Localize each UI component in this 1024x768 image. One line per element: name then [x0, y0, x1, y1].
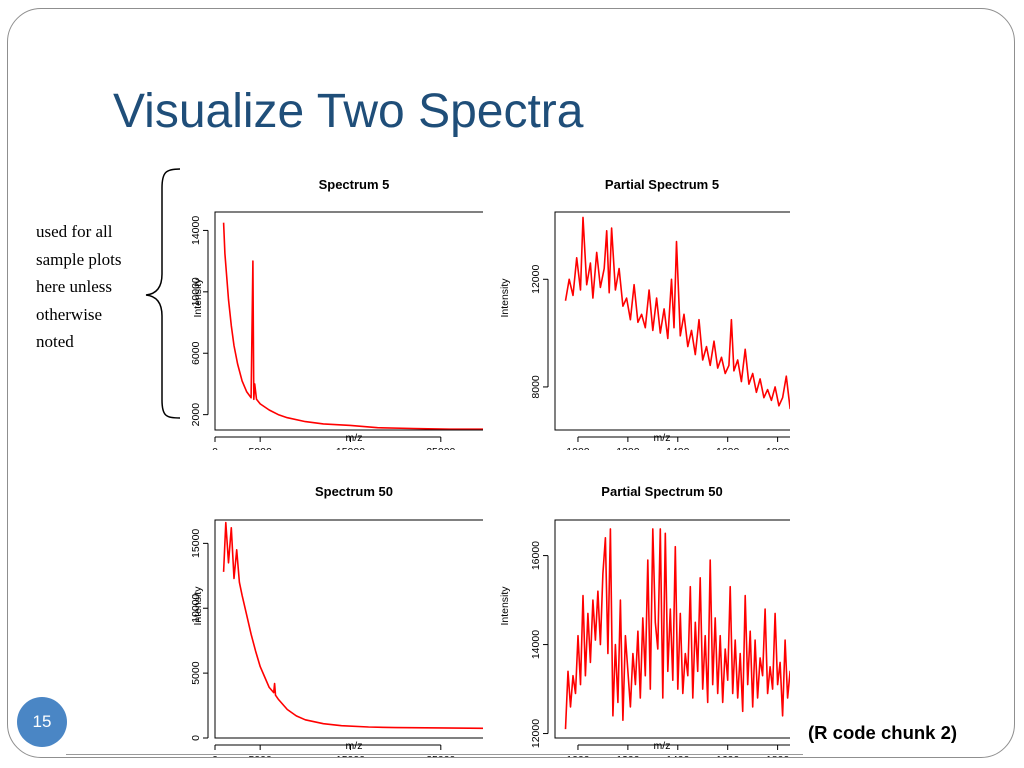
- x-tick-label: 1400: [666, 754, 690, 757]
- x-tick-label: 5000: [248, 446, 272, 450]
- plot-frame: [214, 519, 483, 739]
- chart-title: Partial Spectrum 50: [601, 484, 722, 499]
- x-tick-label: 15000: [336, 754, 365, 757]
- spectrum-line: [222, 521, 483, 730]
- y-axis-label: Intensity: [192, 278, 204, 318]
- x-tick-label: 1600: [716, 754, 740, 757]
- y-tick-label: 2000: [190, 403, 202, 427]
- note-line: sample plots: [36, 249, 122, 269]
- spectrum-line: [564, 528, 790, 730]
- chart-title: Spectrum 50: [315, 484, 393, 499]
- footer-divider: [66, 754, 803, 755]
- chart-title: Partial Spectrum 5: [605, 177, 719, 192]
- slide-number: 15: [32, 712, 52, 731]
- x-axis-label: m/z: [654, 740, 671, 752]
- partial-spectrum-50-chart: Partial Spectrum 50 m/z Intensity 1000 12…: [499, 484, 790, 757]
- y-tick-label: 16000: [530, 541, 542, 570]
- slide-title: Visualize Two Spectra: [113, 85, 584, 138]
- sample-plots-note: used for all sample plots here unless ot…: [36, 218, 146, 356]
- note-line: otherwise: [36, 304, 103, 324]
- x-tick-label: 15000: [336, 446, 365, 450]
- x-tick-label: 25000: [426, 446, 455, 450]
- spectrum-5-chart: Spectrum 5 m/z Intensity 0 5000 15000 25000…: [190, 177, 483, 450]
- plot-frame: [554, 519, 790, 739]
- note-line: here unless: [36, 277, 113, 296]
- x-tick-label: 1200: [616, 446, 640, 450]
- y-tick-label: 14000: [530, 630, 542, 659]
- curly-brace: [145, 168, 181, 419]
- x-tick-label: 1800: [766, 754, 790, 757]
- x-tick-label: 0: [212, 446, 218, 450]
- x-axis-label: m/z: [654, 432, 671, 444]
- y-tick-label: 8000: [530, 375, 542, 399]
- note-line: used for all: [36, 222, 113, 241]
- y-axis-label: Intensity: [192, 586, 204, 626]
- chart-title: Spectrum 5: [319, 177, 390, 192]
- x-tick-label: 1600: [716, 446, 740, 450]
- plot-frame: [214, 211, 483, 431]
- y-tick-label: 6000: [190, 341, 202, 365]
- spectrum-line: [564, 216, 790, 410]
- x-axis-label: m/z: [346, 432, 363, 444]
- spectrum-line: [222, 222, 483, 431]
- spectrum-50-chart: Spectrum 50 m/z Intensity 0 5000 15000 2500…: [190, 484, 483, 757]
- note-line: noted: [36, 332, 74, 351]
- plot-frame: [554, 211, 790, 431]
- x-tick-label: 0: [212, 754, 218, 757]
- y-tick-label: 5000: [190, 661, 202, 685]
- x-tick-label: 25000: [426, 754, 455, 757]
- code-chunk-note: (R code chunk 2): [808, 722, 958, 743]
- y-tick-label: 10000: [190, 277, 202, 306]
- y-axis-label: Intensity: [499, 586, 511, 626]
- x-tick-label: 1000: [566, 446, 590, 450]
- y-tick-label: 12000: [530, 265, 542, 294]
- x-tick-label: 1400: [666, 446, 690, 450]
- y-axis-label: Intensity: [499, 278, 511, 318]
- x-tick-label: 1800: [766, 446, 790, 450]
- partial-spectrum-5-chart: Partial Spectrum 5 m/z Intensity 1000 120…: [499, 177, 790, 450]
- x-tick-label: 5000: [248, 754, 272, 757]
- y-tick-label: 12000: [530, 719, 542, 748]
- y-tick-label: 0: [190, 735, 202, 741]
- slide-number-badge: 15: [17, 697, 67, 747]
- y-tick-label: 10000: [190, 593, 202, 622]
- x-tick-label: 1200: [616, 754, 640, 757]
- y-tick-label: 14000: [190, 216, 202, 245]
- x-tick-label: 1000: [566, 754, 590, 757]
- y-tick-label: 15000: [190, 529, 202, 558]
- slide-frame: [7, 8, 1015, 758]
- x-axis-label: m/z: [346, 740, 363, 752]
